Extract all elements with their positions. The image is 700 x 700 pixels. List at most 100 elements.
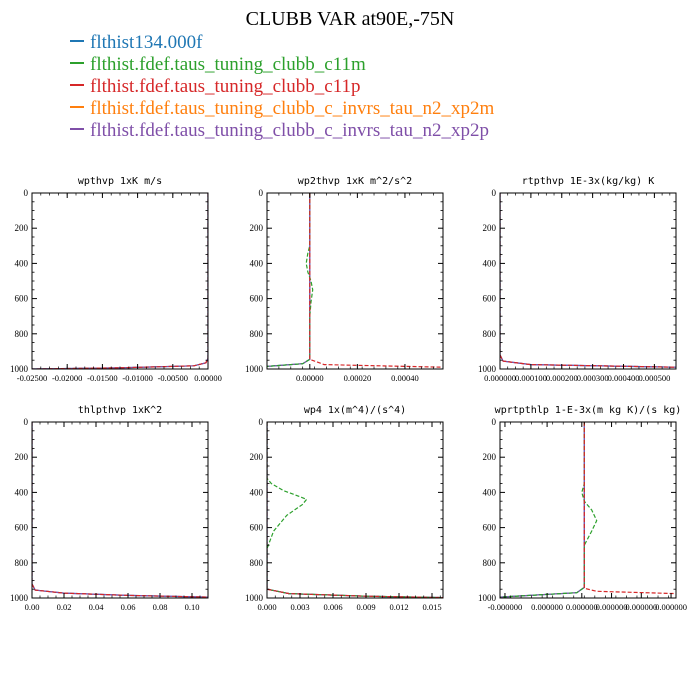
- plot-frame: [499, 421, 677, 599]
- x-tick-label: 0.00020: [344, 373, 372, 383]
- x-tick-label: 0.06: [121, 602, 136, 612]
- series-line: [32, 193, 208, 369]
- x-tick-label: 0.00000: [194, 373, 222, 383]
- y-tick-label: 1000: [245, 593, 264, 603]
- x-tick-label: 0.04: [89, 602, 105, 612]
- x-tick-label: 0.08: [153, 602, 168, 612]
- series-line: [267, 422, 443, 598]
- x-tick-label: 0.012: [389, 602, 408, 612]
- plot-frame: [31, 192, 209, 370]
- legend-item: flthist.fdef.taus_tuning_clubb_c_invrs_t…: [70, 98, 494, 120]
- x-tick-label: 0.000100: [515, 373, 547, 383]
- y-tick-label: 0: [492, 188, 497, 198]
- series-line: [309, 193, 443, 368]
- series-line: [500, 193, 676, 368]
- legend-label: flthist.fdef.taus_tuning_clubb_c_invrs_t…: [90, 120, 489, 141]
- plot-frame: [499, 192, 677, 370]
- series-line: [583, 422, 676, 595]
- x-tick-label: -0.00500: [158, 373, 188, 383]
- legend-swatch: [70, 127, 84, 130]
- x-tick-label: 0.000300: [577, 373, 609, 383]
- series-line: [32, 422, 208, 598]
- legend-item: flthist.fdef.taus_tuning_clubb_c11p: [70, 76, 494, 98]
- y-tick-label: 800: [250, 329, 264, 339]
- x-tick-label: 0.000000: [484, 373, 516, 383]
- panel-title: wpthvp 1xK m/s: [78, 176, 162, 187]
- series-line: [32, 422, 208, 598]
- y-tick-label: 200: [15, 452, 29, 462]
- y-tick-label: 0: [24, 188, 29, 198]
- x-tick-label: 0.009: [356, 602, 375, 612]
- y-tick-label: 1000: [478, 593, 497, 603]
- x-tick-label: 0.00: [25, 602, 40, 612]
- plot-frame: [266, 192, 444, 370]
- y-tick-label: 0: [259, 188, 264, 198]
- series-line: [500, 422, 585, 598]
- x-tick-label: 0.006: [323, 602, 342, 612]
- y-tick-label: 200: [250, 223, 264, 233]
- y-tick-label: 600: [483, 294, 497, 304]
- legend-swatch: [70, 83, 84, 86]
- legend-swatch: [70, 61, 84, 64]
- y-tick-label: 800: [250, 558, 264, 568]
- y-tick-label: 800: [15, 329, 29, 339]
- panel-title: thlpthvp 1xK^2: [78, 405, 162, 416]
- legend: flthist134.000f flthist.fdef.taus_tuning…: [70, 32, 494, 142]
- x-tick-label: 0.00000: [296, 373, 324, 383]
- y-tick-label: 400: [250, 487, 264, 497]
- panel-title: wp2thvp 1xK m^2/s^2: [298, 176, 412, 187]
- x-tick-label: 0.000000: [566, 602, 598, 612]
- y-tick-label: 800: [483, 329, 497, 339]
- x-tick-label: 0.10: [185, 602, 200, 612]
- series-line: [267, 422, 443, 598]
- x-tick-label: 0.000000: [655, 602, 687, 612]
- y-tick-label: 1000: [478, 364, 497, 374]
- y-tick-label: 1000: [10, 364, 29, 374]
- x-tick-label: 0.02: [57, 602, 72, 612]
- legend-item: flthist.fdef.taus_tuning_clubb_c_invrs_t…: [70, 120, 494, 142]
- y-tick-label: 600: [483, 523, 497, 533]
- y-tick-label: 200: [15, 223, 29, 233]
- y-tick-label: 600: [15, 294, 29, 304]
- legend-swatch: [70, 39, 84, 42]
- x-tick-label: 0.000200: [546, 373, 578, 383]
- series-line: [500, 193, 676, 368]
- panel-1: wpthvp 1xK m/s02004006008001000-0.02500-…: [10, 176, 222, 383]
- x-tick-label: -0.01000: [122, 373, 152, 383]
- series-line: [32, 422, 208, 598]
- y-tick-label: 600: [250, 523, 264, 533]
- chart-title: CLUBB VAR at90E,-75N: [245, 8, 455, 30]
- legend-label: flthist.fdef.taus_tuning_clubb_c11p: [90, 76, 361, 97]
- legend-label: flthist.fdef.taus_tuning_clubb_c_invrs_t…: [90, 98, 495, 119]
- y-tick-label: 1000: [10, 593, 29, 603]
- plot-frame: [31, 421, 209, 599]
- x-tick-label: -0.000000: [488, 602, 523, 612]
- x-tick-label: -0.02500: [17, 373, 47, 383]
- panel-2: wp2thvp 1xK m^2/s^2 0 200 400 600 800 1000 0.00…: [245, 176, 444, 383]
- y-tick-label: 400: [483, 487, 497, 497]
- series-line: [32, 193, 208, 369]
- series-line: [500, 193, 676, 368]
- legend-label: flthist134.000f: [90, 32, 203, 53]
- y-tick-label: 400: [483, 258, 497, 268]
- series-line: [267, 193, 311, 367]
- x-tick-label: 0.000000: [596, 602, 628, 612]
- legend-item: flthist.fdef.taus_tuning_clubb_c11m: [70, 54, 494, 76]
- panel-6: wprtpthlp 1-E-3x(m kg K)/(s kg)0 200 400 60…: [478, 405, 687, 612]
- series-line: [267, 193, 311, 367]
- y-tick-label: 400: [250, 258, 264, 268]
- x-tick-label: 0.003: [290, 602, 309, 612]
- x-tick-label: 0.000: [257, 602, 276, 612]
- series-line: [267, 422, 443, 598]
- legend-swatch: [70, 105, 84, 108]
- x-tick-label: 0.000000: [625, 602, 657, 612]
- y-tick-label: 200: [483, 452, 497, 462]
- series-line: [500, 422, 598, 598]
- series-line: [267, 422, 443, 598]
- series-line: [500, 422, 585, 598]
- y-tick-label: 0: [259, 417, 264, 427]
- y-tick-label: 800: [15, 558, 29, 568]
